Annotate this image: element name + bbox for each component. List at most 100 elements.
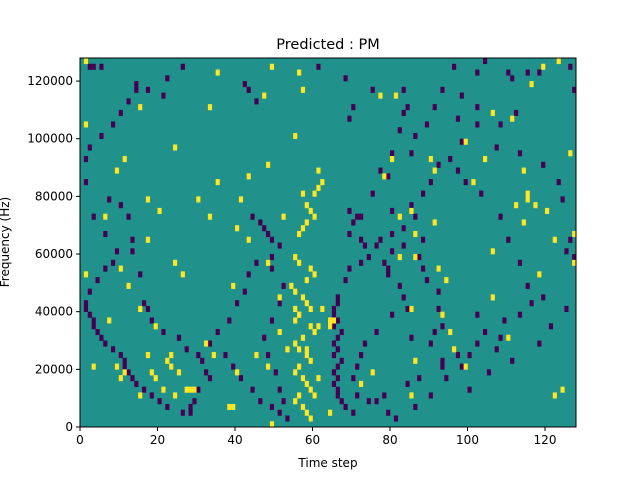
- low-value-cell: [281, 398, 286, 405]
- low-value-cell: [475, 311, 480, 318]
- high-value-cell: [300, 294, 306, 301]
- high-value-cell: [541, 63, 546, 70]
- low-value-cell: [269, 403, 275, 411]
- low-value-cell: [130, 248, 135, 255]
- low-value-cell: [390, 311, 395, 318]
- high-value-cell: [359, 380, 364, 387]
- low-value-cell: [498, 121, 503, 128]
- high-value-cell: [118, 265, 123, 272]
- x-tick-label: 0: [76, 433, 84, 447]
- high-value-cell: [145, 196, 151, 203]
- high-value-cell: [440, 311, 445, 318]
- low-value-cell: [134, 380, 139, 387]
- low-value-cell: [204, 369, 209, 376]
- low-value-cell: [200, 357, 205, 364]
- low-value-cell: [165, 403, 170, 411]
- low-value-cell: [510, 75, 515, 82]
- high-value-cell: [560, 386, 565, 393]
- high-value-cell: [320, 179, 325, 186]
- high-value-cell: [432, 219, 437, 226]
- low-value-cell: [134, 86, 139, 93]
- low-value-cell: [99, 334, 104, 341]
- low-value-cell: [223, 352, 228, 359]
- low-value-cell: [386, 265, 391, 272]
- low-value-cell: [335, 294, 340, 301]
- low-value-cell: [537, 340, 542, 347]
- x-tick-label: 100: [456, 433, 479, 447]
- low-value-cell: [382, 392, 387, 399]
- low-value-cell: [138, 271, 143, 278]
- high-value-cell: [521, 167, 526, 174]
- low-value-cell: [401, 294, 406, 301]
- low-value-cell: [161, 92, 166, 99]
- low-value-cell: [266, 352, 271, 359]
- high-value-cell: [300, 403, 306, 411]
- low-value-cell: [537, 69, 542, 76]
- y-tick-label: 120000: [27, 74, 73, 88]
- high-value-cell: [444, 277, 449, 284]
- low-value-cell: [149, 317, 154, 324]
- low-value-cell: [227, 317, 232, 324]
- low-value-cell: [343, 75, 348, 82]
- high-value-cell: [173, 144, 178, 151]
- high-value-cell: [180, 271, 185, 278]
- low-value-cell: [331, 311, 337, 318]
- plot-background: [80, 58, 576, 427]
- y-axis: 0 20000 40000 60000 80000 100000 120000: [27, 74, 80, 434]
- low-value-cell: [269, 254, 275, 261]
- low-value-cell: [359, 213, 364, 220]
- low-value-cell: [475, 340, 480, 347]
- low-value-cell: [331, 340, 337, 347]
- high-value-cell: [246, 236, 251, 243]
- low-value-cell: [355, 213, 360, 220]
- high-value-cell: [312, 271, 317, 278]
- low-value-cell: [525, 282, 530, 289]
- high-value-cell: [521, 219, 526, 226]
- low-value-cell: [277, 409, 282, 416]
- low-value-cell: [262, 334, 267, 341]
- high-value-cell: [297, 392, 302, 399]
- high-value-cell: [304, 202, 309, 209]
- high-value-cell: [246, 173, 251, 180]
- high-value-cell: [192, 386, 197, 393]
- low-value-cell: [188, 403, 193, 411]
- low-value-cell: [126, 369, 131, 376]
- high-value-cell: [157, 207, 162, 214]
- low-value-cell: [455, 352, 461, 359]
- low-value-cell: [277, 300, 282, 307]
- high-value-cell: [316, 323, 321, 330]
- low-value-cell: [366, 254, 371, 261]
- high-value-cell: [173, 259, 178, 266]
- low-value-cell: [91, 323, 96, 330]
- high-value-cell: [316, 184, 321, 191]
- chart-title: Predicted : PM: [276, 37, 379, 53]
- high-value-cell: [293, 132, 298, 140]
- low-value-cell: [339, 398, 344, 405]
- low-value-cell: [374, 242, 379, 249]
- low-value-cell: [165, 75, 170, 82]
- low-value-cell: [541, 161, 546, 168]
- low-value-cell: [266, 230, 271, 238]
- low-value-cell: [374, 398, 379, 405]
- x-tick-label: 120: [534, 433, 557, 447]
- low-value-cell: [421, 190, 426, 197]
- high-value-cell: [297, 69, 302, 76]
- high-value-cell: [328, 317, 333, 324]
- high-value-cell: [289, 282, 294, 289]
- x-axis: 0 20 40 60 80 100 120: [76, 427, 556, 447]
- low-value-cell: [370, 190, 375, 197]
- high-value-cell: [176, 369, 182, 376]
- low-value-cell: [390, 230, 395, 238]
- low-value-cell: [436, 305, 441, 312]
- high-value-cell: [266, 363, 271, 370]
- low-value-cell: [351, 104, 356, 111]
- low-value-cell: [87, 144, 92, 151]
- high-value-cell: [545, 207, 550, 214]
- low-value-cell: [421, 265, 426, 272]
- high-value-cell: [91, 363, 96, 370]
- high-value-cell: [304, 219, 309, 226]
- high-value-cell: [215, 69, 220, 76]
- low-value-cell: [339, 357, 344, 364]
- high-value-cell: [204, 340, 209, 347]
- low-value-cell: [572, 254, 577, 261]
